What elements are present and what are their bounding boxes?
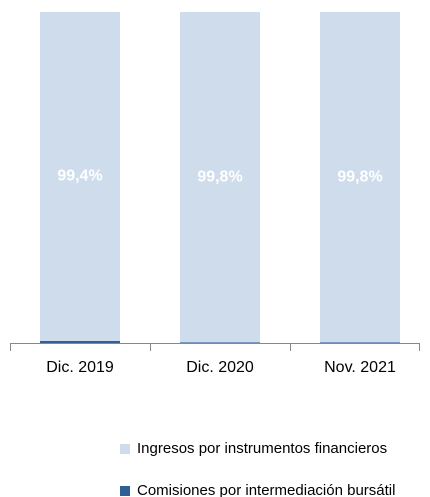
bar-segment bbox=[180, 12, 260, 343]
bar-segment bbox=[320, 12, 400, 343]
bar-segment bbox=[180, 342, 260, 343]
legend-swatch bbox=[120, 486, 130, 496]
x-tick-label: Dic. 2019 bbox=[46, 359, 114, 376]
legend-swatch bbox=[120, 444, 130, 454]
bar-segment bbox=[40, 341, 120, 343]
bar-segment bbox=[320, 342, 400, 343]
x-ticks bbox=[10, 343, 420, 351]
legend-label: Ingresos por instrumentos financieros bbox=[137, 440, 387, 457]
x-tick-label: Dic. 2020 bbox=[186, 359, 254, 376]
value-label: 99,4% bbox=[57, 168, 102, 185]
bar-segment bbox=[40, 12, 120, 342]
x-tick-label: Nov. 2021 bbox=[324, 359, 396, 376]
value-label: 99,8% bbox=[197, 168, 242, 185]
legend-label: Comisiones por intermediación bursátil bbox=[137, 482, 395, 497]
value-label: 99,8% bbox=[337, 168, 382, 185]
